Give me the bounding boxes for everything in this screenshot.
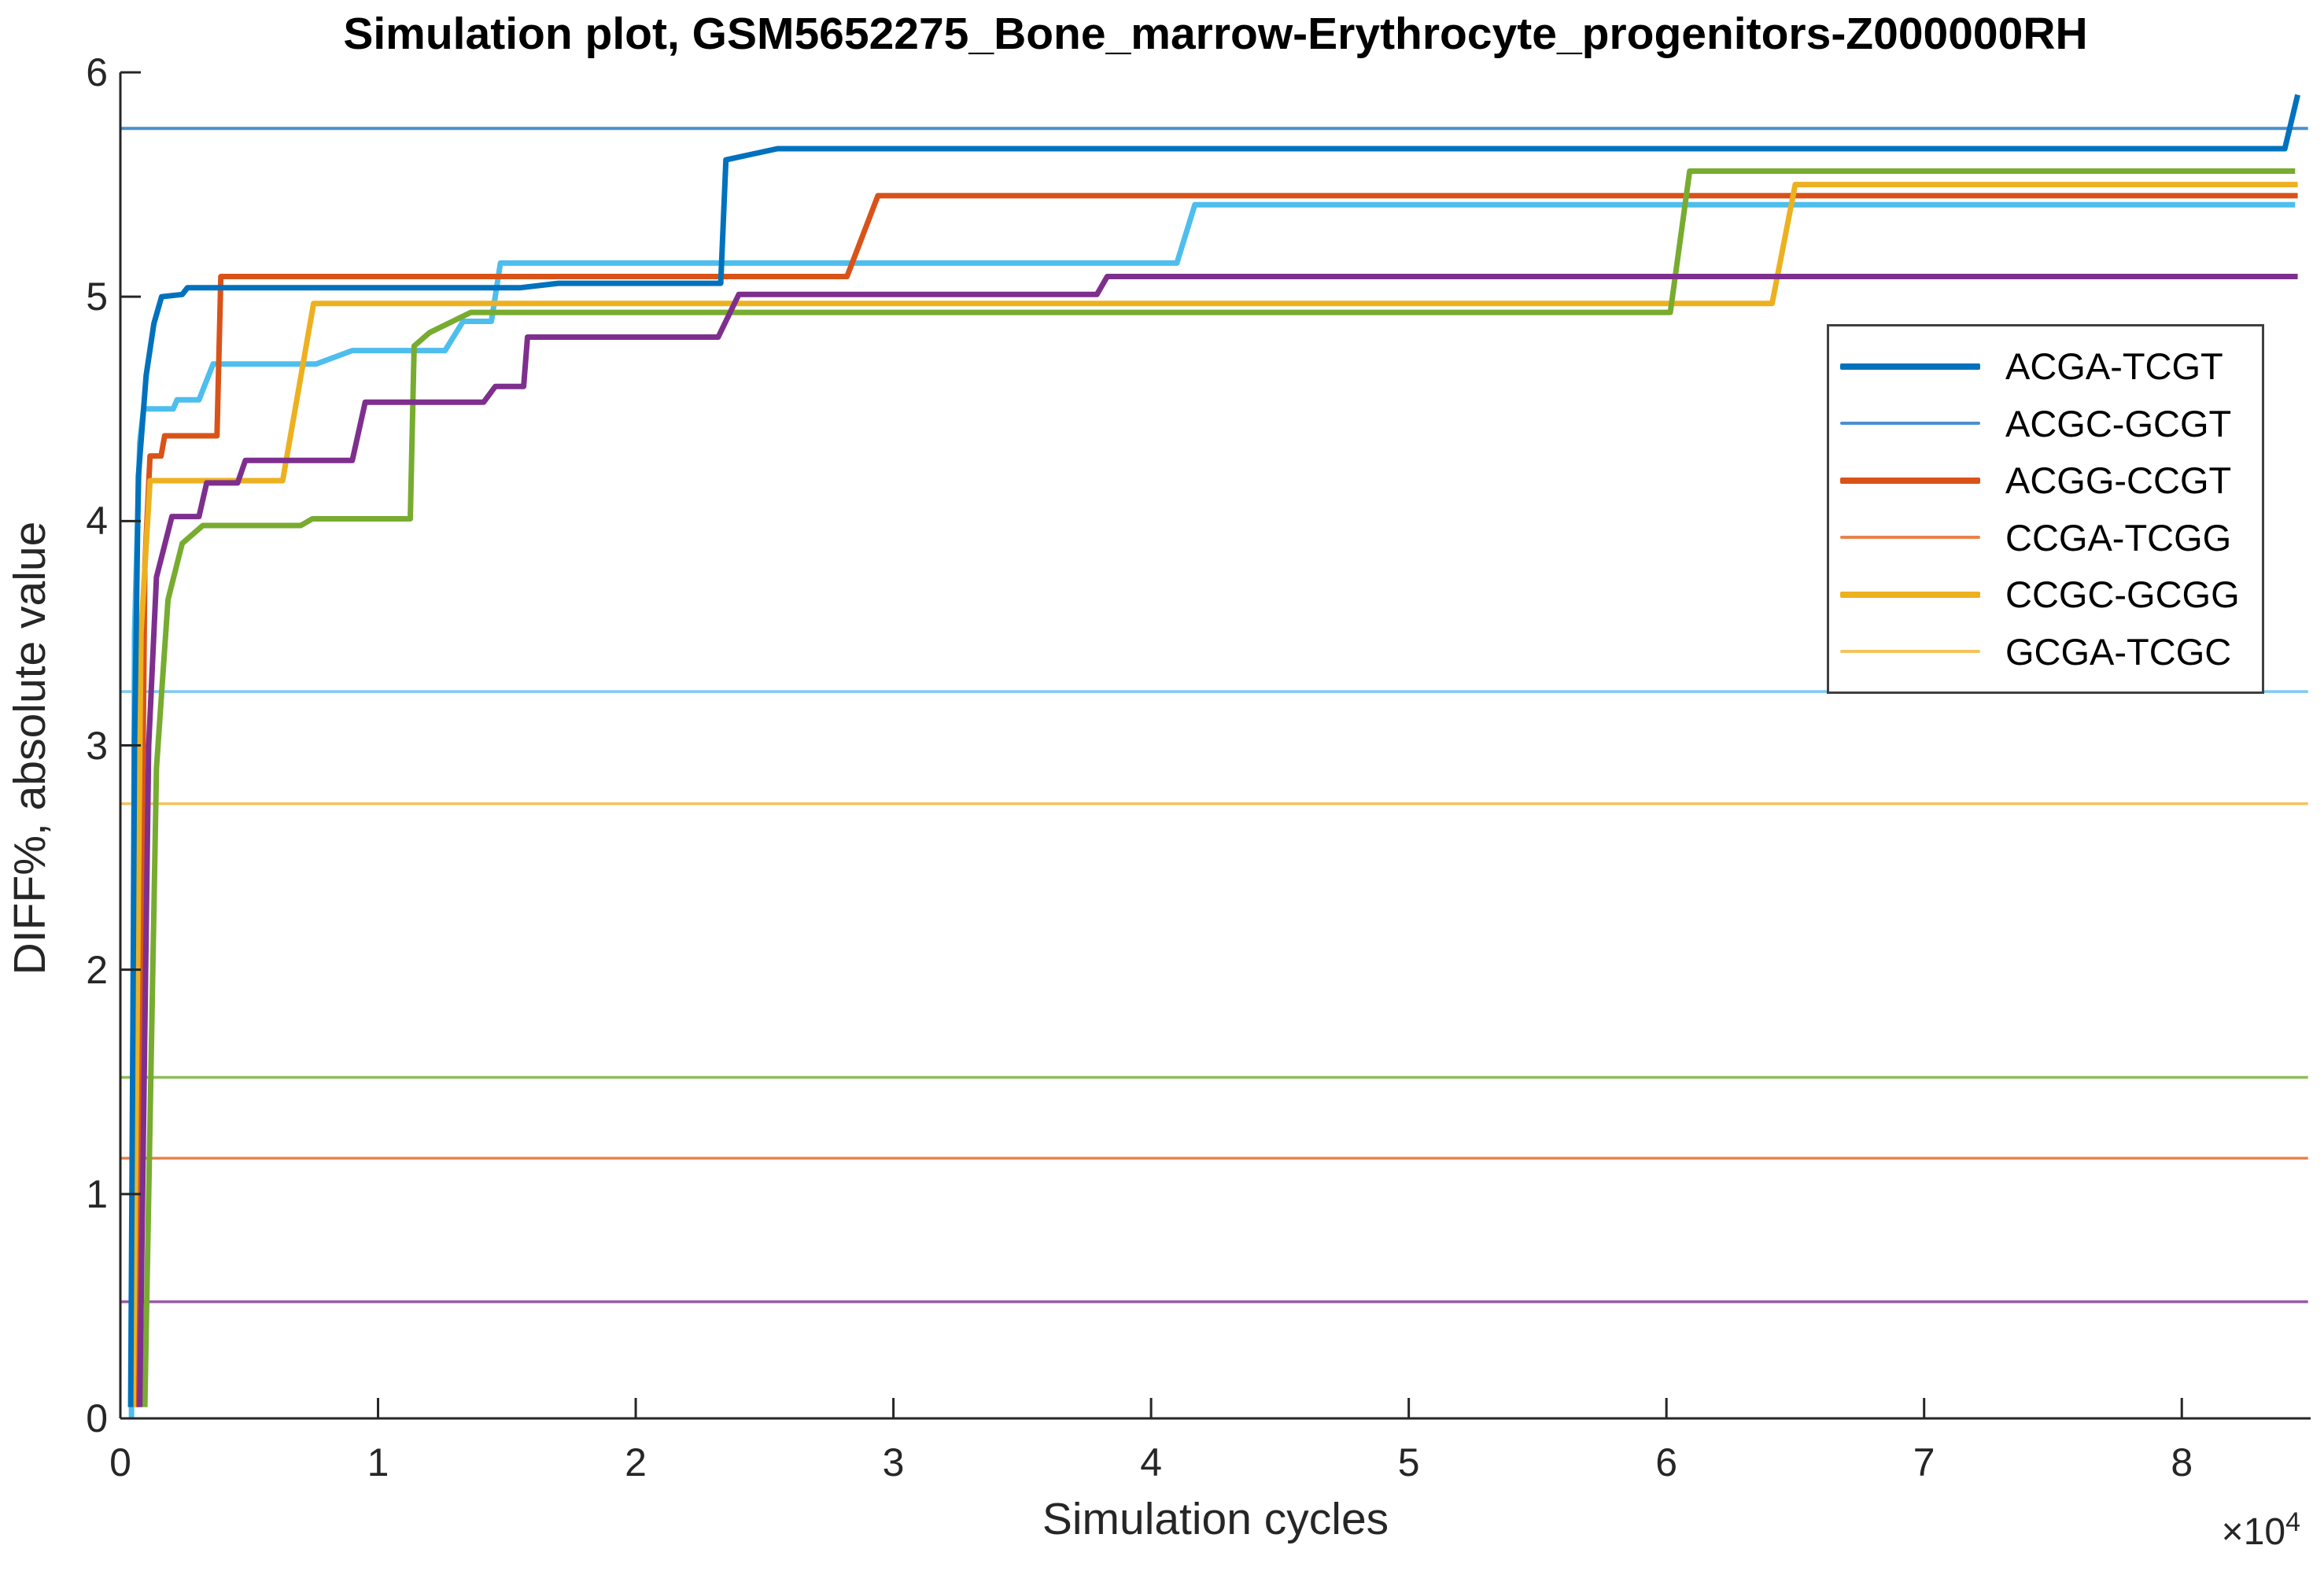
legend-label: CCGC-GCGG — [2005, 573, 2240, 616]
y-tick-label-1: 1 — [86, 1171, 108, 1216]
legend-line-sample — [1840, 363, 1980, 370]
x-tick-label-5: 5 — [1397, 1440, 1420, 1484]
series-line-ccgc-gcgg — [130, 182, 2298, 1407]
y-tick-label-6: 6 — [86, 50, 108, 94]
legend-label: GCGA-TCGC — [2005, 630, 2232, 673]
legend-row-acga-tcgt: ACGA-TCGT — [1829, 345, 2262, 388]
legend-row-ccgc-gcgg: CCGC-GCGG — [1829, 573, 2262, 616]
legend-line-sample — [1840, 536, 1980, 540]
series-line-series-purple-step — [137, 274, 2298, 1407]
legend-label: CCGA-TCGG — [2005, 516, 2232, 559]
x-axis-offset-label: ×104 — [2221, 1507, 2300, 1553]
legend-line-sample — [1840, 591, 1980, 598]
x-tick-label-2: 2 — [625, 1440, 647, 1484]
series-line-series-green-step — [142, 168, 2296, 1407]
x-tick-label-0: 0 — [109, 1440, 131, 1484]
y-tick-label-0: 0 — [86, 1396, 108, 1440]
x-tick-label-8: 8 — [2171, 1440, 2193, 1484]
y-tick-label-5: 5 — [86, 275, 108, 319]
x-tick-label-6: 6 — [1655, 1440, 1678, 1484]
legend-row-acgg-ccgt: ACGG-CCGT — [1829, 459, 2262, 502]
y-tick-label-4: 4 — [86, 499, 108, 544]
legend-row-acgc-gcgt: ACGC-GCGT — [1829, 402, 2262, 445]
x-tick-label-7: 7 — [1913, 1440, 1935, 1484]
series-line-acga-tcgt — [127, 94, 2301, 1407]
legend-label: ACGA-TCGT — [2005, 345, 2223, 388]
y-tick-label-2: 2 — [86, 947, 108, 992]
legend-label: ACGG-CCGT — [2005, 459, 2232, 502]
x-tick-label-4: 4 — [1140, 1440, 1163, 1484]
x-axis-label: Simulation cycles — [1042, 1494, 1389, 1544]
legend-line-sample — [1840, 477, 1980, 484]
legend-line-sample — [1840, 422, 1980, 426]
legend-label: ACGC-GCGT — [2005, 402, 2232, 444]
legend-line-sample — [1840, 650, 1980, 654]
legend-row-gcga-tcgc: GCGA-TCGC — [1829, 630, 2262, 673]
legend-box: ACGA-TCGT ACGC-GCGT ACGG-CCGT CCGA-TCGG CCGC… — [1827, 324, 2264, 694]
x-tick-label-1: 1 — [367, 1440, 389, 1484]
x-tick-label-3: 3 — [882, 1440, 905, 1484]
y-tick-label-3: 3 — [86, 723, 108, 768]
legend-row-ccga-tcgg: CCGA-TCGG — [1829, 516, 2262, 559]
chart-title: Simulation plot, GSM5652275_Bone_marrow-… — [343, 9, 2088, 59]
